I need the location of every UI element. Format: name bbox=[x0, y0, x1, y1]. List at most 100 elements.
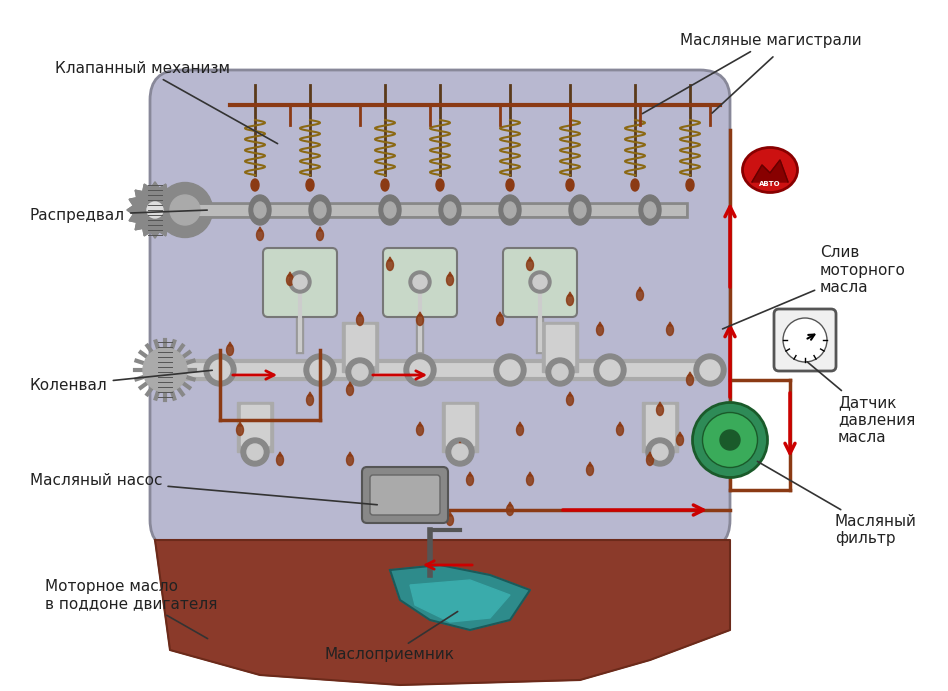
Ellipse shape bbox=[517, 424, 523, 435]
Ellipse shape bbox=[567, 395, 574, 406]
Ellipse shape bbox=[286, 274, 294, 285]
Ellipse shape bbox=[700, 360, 720, 380]
Ellipse shape bbox=[600, 360, 620, 380]
Ellipse shape bbox=[594, 354, 626, 386]
Ellipse shape bbox=[293, 275, 307, 289]
Polygon shape bbox=[498, 312, 502, 316]
Polygon shape bbox=[752, 160, 788, 182]
Text: Слив
моторного
масла: Слив моторного масла bbox=[722, 245, 906, 329]
Ellipse shape bbox=[533, 275, 547, 289]
Ellipse shape bbox=[310, 360, 330, 380]
Ellipse shape bbox=[647, 455, 653, 466]
Ellipse shape bbox=[204, 354, 236, 386]
Text: Моторное масло
в поддоне двигателя: Моторное масло в поддоне двигателя bbox=[45, 579, 217, 638]
Polygon shape bbox=[618, 422, 622, 426]
Polygon shape bbox=[278, 452, 282, 456]
Ellipse shape bbox=[227, 345, 233, 355]
Polygon shape bbox=[598, 322, 602, 326]
Ellipse shape bbox=[413, 275, 427, 289]
Bar bbox=[646, 405, 674, 445]
Polygon shape bbox=[408, 482, 412, 486]
Ellipse shape bbox=[247, 444, 263, 460]
Text: Датчик
давления
масла: Датчик давления масла bbox=[807, 362, 915, 445]
Ellipse shape bbox=[506, 504, 514, 515]
Ellipse shape bbox=[379, 195, 401, 225]
Ellipse shape bbox=[546, 358, 574, 386]
Ellipse shape bbox=[494, 354, 526, 386]
Ellipse shape bbox=[257, 229, 264, 240]
Polygon shape bbox=[378, 502, 382, 506]
Polygon shape bbox=[458, 442, 462, 446]
Ellipse shape bbox=[376, 504, 384, 515]
Polygon shape bbox=[127, 182, 183, 238]
Ellipse shape bbox=[644, 202, 656, 218]
Polygon shape bbox=[318, 227, 322, 231]
FancyBboxPatch shape bbox=[362, 467, 448, 523]
Ellipse shape bbox=[566, 179, 574, 191]
Ellipse shape bbox=[170, 195, 200, 225]
Text: Масляный
фильтр: Масляный фильтр bbox=[757, 462, 917, 546]
Ellipse shape bbox=[254, 202, 266, 218]
Ellipse shape bbox=[251, 179, 259, 191]
Polygon shape bbox=[155, 540, 730, 685]
Ellipse shape bbox=[596, 325, 604, 336]
Polygon shape bbox=[390, 565, 530, 630]
FancyBboxPatch shape bbox=[263, 248, 337, 317]
Polygon shape bbox=[528, 257, 532, 261]
Ellipse shape bbox=[409, 271, 431, 293]
Ellipse shape bbox=[347, 384, 354, 395]
Bar bbox=[442, 402, 478, 452]
Ellipse shape bbox=[416, 314, 424, 325]
Bar bbox=[542, 322, 578, 372]
Ellipse shape bbox=[631, 179, 639, 191]
Ellipse shape bbox=[387, 260, 393, 270]
Polygon shape bbox=[568, 292, 572, 296]
Polygon shape bbox=[238, 422, 242, 426]
Ellipse shape bbox=[452, 444, 468, 460]
Polygon shape bbox=[448, 512, 452, 516]
Ellipse shape bbox=[352, 364, 368, 380]
Ellipse shape bbox=[289, 271, 311, 293]
Ellipse shape bbox=[587, 464, 593, 475]
Ellipse shape bbox=[720, 430, 740, 450]
Ellipse shape bbox=[742, 147, 797, 193]
Text: Масляный насос: Масляный насос bbox=[30, 473, 377, 504]
Polygon shape bbox=[228, 342, 232, 346]
Polygon shape bbox=[648, 452, 652, 456]
Ellipse shape bbox=[436, 179, 444, 191]
FancyBboxPatch shape bbox=[370, 475, 440, 515]
Ellipse shape bbox=[574, 202, 586, 218]
Ellipse shape bbox=[569, 195, 591, 225]
Ellipse shape bbox=[500, 360, 520, 380]
Ellipse shape bbox=[636, 290, 644, 301]
Ellipse shape bbox=[504, 202, 516, 218]
Ellipse shape bbox=[444, 202, 456, 218]
Polygon shape bbox=[410, 580, 510, 622]
Ellipse shape bbox=[447, 274, 453, 285]
Ellipse shape bbox=[552, 364, 568, 380]
Polygon shape bbox=[258, 227, 262, 231]
Text: Коленвал: Коленвал bbox=[30, 370, 212, 392]
Polygon shape bbox=[388, 257, 392, 261]
FancyBboxPatch shape bbox=[150, 70, 730, 550]
Polygon shape bbox=[288, 272, 292, 276]
Bar bbox=[346, 325, 374, 365]
Ellipse shape bbox=[447, 515, 453, 525]
Text: Распредвал: Распредвал bbox=[30, 207, 208, 223]
Polygon shape bbox=[418, 422, 422, 426]
Ellipse shape bbox=[304, 354, 336, 386]
Polygon shape bbox=[308, 392, 312, 396]
Ellipse shape bbox=[497, 314, 503, 325]
Polygon shape bbox=[127, 182, 183, 238]
Ellipse shape bbox=[277, 455, 283, 466]
Text: Клапанный механизм: Клапанный механизм bbox=[55, 61, 278, 144]
Ellipse shape bbox=[241, 438, 269, 466]
Polygon shape bbox=[568, 392, 572, 396]
Bar bbox=[237, 402, 273, 452]
Text: Маслоприемник: Маслоприемник bbox=[325, 612, 458, 663]
Ellipse shape bbox=[236, 424, 244, 435]
Ellipse shape bbox=[157, 182, 212, 238]
Polygon shape bbox=[638, 287, 642, 291]
Circle shape bbox=[143, 348, 187, 392]
Polygon shape bbox=[658, 402, 662, 406]
